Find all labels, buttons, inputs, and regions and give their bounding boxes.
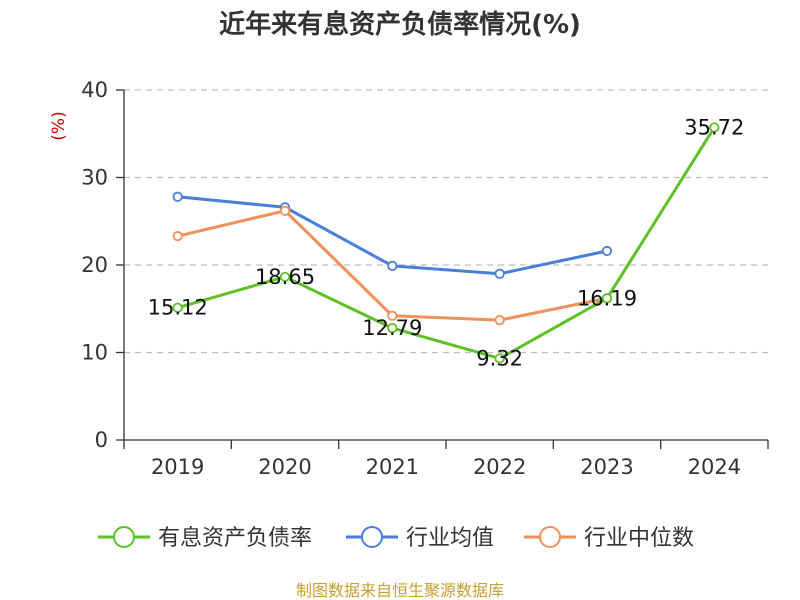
y-tick-label: 20 [81, 253, 108, 277]
series-layer [172, 122, 720, 364]
data-point-0-2021[interactable] [387, 322, 398, 334]
data-point-0-2022[interactable] [494, 353, 505, 364]
data-point-0-2023[interactable] [601, 293, 613, 304]
data-point-1-2019[interactable] [172, 191, 183, 202]
legend-item-2[interactable]: 行业中位数 [524, 526, 694, 551]
data-point-2-2019[interactable] [172, 231, 183, 242]
x-tick-label-2019: 2019 [151, 455, 204, 479]
series-1 [172, 191, 613, 279]
data-label-2022: 9.32 [476, 346, 523, 370]
x-tick-label-2021: 2021 [366, 455, 419, 479]
legend-marker-2 [539, 526, 561, 548]
y-tick-label: 40 [81, 78, 108, 102]
y-axis-unit-label: (%) [49, 111, 69, 140]
data-label-2023: 16.19 [577, 286, 637, 310]
y-tick-label: 30 [81, 166, 108, 190]
legend[interactable]: 有息资产负债率 行业均值 行业中位数 [98, 526, 694, 551]
data-label-2019: 15.12 [148, 296, 208, 320]
source-note: 制图数据来自恒生聚源数据库 [296, 581, 504, 600]
y-tick-label: 0 [95, 428, 108, 452]
legend-marker-0 [113, 526, 135, 548]
x-tick-label-2020: 2020 [258, 455, 311, 479]
data-point-2-2022[interactable] [494, 315, 505, 326]
legend-label-1: 行业均值 [406, 526, 494, 551]
data-label-2024: 35.72 [684, 115, 744, 139]
legend-item-0[interactable]: 有息资产负债率 [98, 526, 312, 551]
x-tick-label-2022: 2022 [473, 455, 526, 479]
series-0 [172, 122, 720, 364]
data-point-2-2020[interactable] [279, 205, 291, 216]
x-tick-label-2023: 2023 [580, 455, 633, 479]
data-point-0-2020[interactable] [279, 271, 291, 282]
legend-label-2: 行业中位数 [584, 526, 694, 551]
data-point-0-2019[interactable] [172, 302, 183, 313]
axes: 0 10 20 30 40 2019 2020 2021 2022 2023 2024 [81, 78, 769, 479]
x-tick-label-2024: 2024 [688, 455, 741, 479]
legend-marker-1 [361, 526, 383, 548]
data-point-1-2022[interactable] [494, 268, 505, 279]
data-label-2020: 18.65 [255, 265, 315, 289]
legend-item-1[interactable]: 行业均值 [346, 526, 494, 551]
data-point-1-2021[interactable] [387, 260, 398, 271]
data-point-1-2023[interactable] [601, 245, 613, 257]
data-labels: 15.12 18.65 12.79 9.32 16.19 35.72 [148, 115, 745, 370]
data-label-2021: 12.79 [362, 316, 422, 340]
chart-title: 近年来有息资产负债率情况(%) [219, 9, 581, 40]
legend-label-0: 有息资产负债率 [158, 526, 312, 551]
series-line-0 [177, 126, 716, 360]
y-tick-label: 10 [81, 341, 108, 365]
grid-lines [124, 89, 768, 354]
data-point-0-2024[interactable] [709, 122, 720, 133]
data-point-2-2021[interactable] [387, 310, 398, 321]
